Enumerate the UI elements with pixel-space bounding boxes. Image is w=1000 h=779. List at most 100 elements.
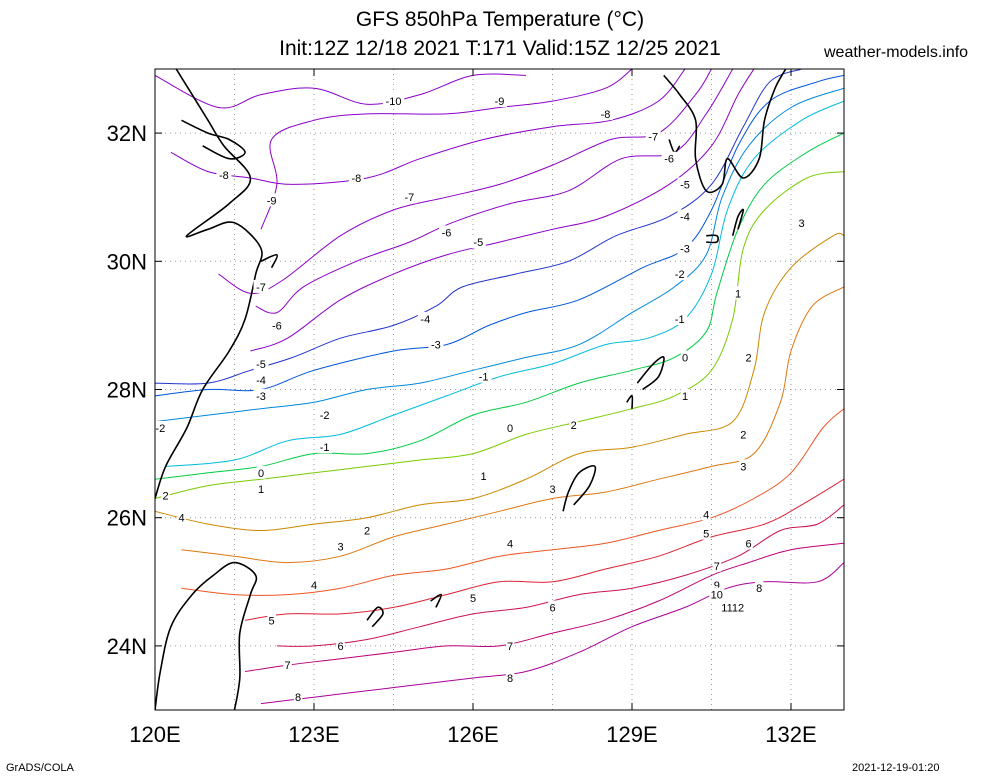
contour-label: 2 — [746, 352, 752, 364]
contour-label: 2 — [571, 420, 577, 432]
contour-label: 4 — [703, 509, 709, 521]
contour-label: 0 — [507, 423, 513, 435]
contour-label-bg — [718, 600, 747, 614]
contour-label: 9 — [714, 580, 720, 592]
contour-label-bg — [677, 177, 693, 191]
isotherm-line — [155, 132, 844, 480]
contour-label: -6 — [664, 154, 674, 166]
contour-label: -8 — [352, 173, 362, 185]
contour-label: -5 — [680, 179, 690, 191]
isotherm-line — [181, 286, 844, 564]
contour-label-bg — [253, 356, 269, 370]
contour-label: 4 — [178, 513, 184, 525]
contour-label-bg — [362, 523, 372, 537]
contour-label-bg — [428, 337, 444, 351]
contour-label-bg — [177, 510, 186, 524]
contour-label: 5 — [470, 593, 476, 605]
contour-label: 2 — [740, 429, 746, 441]
contour-label-bg — [797, 215, 806, 229]
contour-label-bg — [470, 235, 486, 249]
contour-label-bg — [152, 420, 168, 434]
contour-label: 0 — [682, 352, 688, 364]
x-tick-label: 123E — [288, 722, 339, 747]
contour-label-bg — [401, 190, 417, 204]
contour-label: 6 — [746, 538, 752, 550]
coastline-zhoushan — [260, 254, 279, 269]
contour-label-bg — [709, 587, 725, 601]
coastline-yangtze-shore — [181, 119, 246, 160]
contour-label: -10 — [386, 96, 402, 108]
y-tick-label: 24N — [107, 634, 147, 659]
contour-label-bg — [336, 638, 345, 652]
contour-label-bg — [267, 613, 276, 627]
contour-label-bg — [348, 170, 364, 184]
contour-label-bg — [293, 690, 303, 704]
isotherm-line — [276, 504, 844, 647]
contour-label: 8 — [756, 583, 762, 595]
contour-label: 1 — [735, 288, 741, 300]
contour-label: -5 — [473, 237, 483, 249]
map-grid — [155, 69, 844, 710]
contour-label: -8 — [601, 109, 611, 121]
contour-label-bg — [712, 558, 722, 572]
contour-label: 8 — [295, 692, 301, 704]
contour-label-bg — [548, 600, 557, 614]
contour-label: 6 — [549, 602, 555, 614]
contour-label-bg — [680, 388, 690, 402]
contour-label: 5 — [269, 615, 275, 627]
software-credit: GrADS/COLA — [6, 762, 74, 774]
contour-label-bg — [754, 581, 764, 595]
contour-label-bg — [317, 440, 333, 454]
chart-title: GFS 850hPa Temperature (°C) — [355, 8, 645, 31]
x-tick-label: 129E — [606, 722, 657, 747]
contour-label: 2 — [163, 490, 169, 502]
isotherm-line — [260, 562, 844, 705]
contour-label: -4 — [680, 211, 690, 223]
contour-label: 8 — [507, 673, 513, 685]
contour-label-bg — [733, 286, 743, 300]
isotherm-line — [155, 73, 527, 109]
y-tick-label: 26N — [107, 506, 147, 531]
contour-label: -1 — [479, 372, 489, 384]
contour-label-bg — [712, 578, 722, 592]
contour-label: -3 — [256, 391, 266, 403]
contour-label: -9 — [495, 96, 505, 108]
contour-label-bg — [253, 372, 269, 386]
contour-label: -9 — [267, 195, 277, 207]
coastline-tanegashima — [731, 208, 745, 236]
x-tick-label: 120E — [129, 722, 180, 747]
chart-subtitle: Init:12Z 12/18 2021 T:171 Valid:15Z 12/2… — [279, 37, 721, 60]
contour-label-bg — [336, 539, 345, 553]
contour-label: 4 — [507, 538, 513, 550]
site-watermark: weather-models.info — [824, 44, 969, 61]
contour-label-bg — [476, 369, 492, 383]
contour-label-bg — [701, 526, 711, 540]
isotherm-line — [155, 74, 844, 397]
isotherm-layer — [155, 69, 844, 705]
isotherm-line — [165, 100, 844, 467]
contour-label: -7 — [256, 282, 266, 294]
contour-label-bg — [468, 590, 478, 604]
contour-label: 6 — [337, 641, 343, 653]
contour-label: -8 — [219, 170, 229, 182]
contour-label-bg — [680, 350, 690, 364]
contour-label: -3 — [680, 243, 690, 255]
y-tick-label: 28N — [107, 378, 147, 403]
coastline-ishigaki — [366, 606, 384, 628]
contour-label: 3 — [549, 484, 555, 496]
contour-label-bg — [253, 279, 269, 293]
contour-label-bg — [739, 459, 748, 473]
contour-label: 2 — [364, 526, 370, 538]
isotherm-line — [181, 408, 844, 596]
contour-label: -7 — [405, 192, 415, 204]
contour-label-bg — [283, 658, 292, 672]
coastline-okinawa — [562, 465, 597, 512]
contour-label-bg — [256, 465, 266, 479]
y-tick-label: 30N — [107, 249, 147, 274]
isotherm-line — [245, 478, 844, 621]
coastline-yakushima — [706, 234, 719, 244]
contour-label-bg — [439, 225, 454, 239]
coastline-amami — [636, 356, 665, 391]
x-tick-label: 132E — [765, 722, 816, 747]
